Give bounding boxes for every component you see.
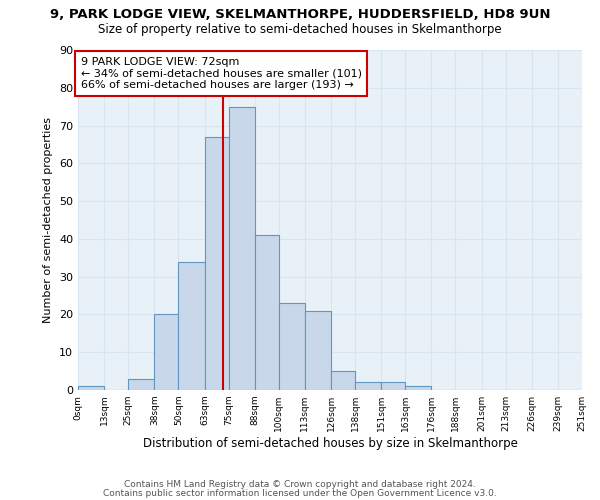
Text: 9 PARK LODGE VIEW: 72sqm
← 34% of semi-detached houses are smaller (101)
66% of : 9 PARK LODGE VIEW: 72sqm ← 34% of semi-d… — [80, 57, 362, 90]
Bar — [205, 137, 229, 390]
Bar — [178, 262, 205, 390]
Bar — [279, 303, 305, 390]
Y-axis label: Number of semi-detached properties: Number of semi-detached properties — [43, 117, 53, 323]
Bar — [405, 386, 431, 390]
Text: Contains public sector information licensed under the Open Government Licence v3: Contains public sector information licen… — [103, 490, 497, 498]
X-axis label: Distribution of semi-detached houses by size in Skelmanthorpe: Distribution of semi-detached houses by … — [143, 437, 517, 450]
Bar — [305, 310, 331, 390]
Bar — [154, 314, 178, 390]
Bar — [355, 382, 381, 390]
Bar — [381, 382, 405, 390]
Bar — [331, 371, 355, 390]
Bar — [229, 106, 255, 390]
Bar — [255, 235, 279, 390]
Text: 9, PARK LODGE VIEW, SKELMANTHORPE, HUDDERSFIELD, HD8 9UN: 9, PARK LODGE VIEW, SKELMANTHORPE, HUDDE… — [50, 8, 550, 20]
Text: Contains HM Land Registry data © Crown copyright and database right 2024.: Contains HM Land Registry data © Crown c… — [124, 480, 476, 489]
Text: Size of property relative to semi-detached houses in Skelmanthorpe: Size of property relative to semi-detach… — [98, 22, 502, 36]
Bar — [128, 378, 154, 390]
Bar — [78, 386, 104, 390]
